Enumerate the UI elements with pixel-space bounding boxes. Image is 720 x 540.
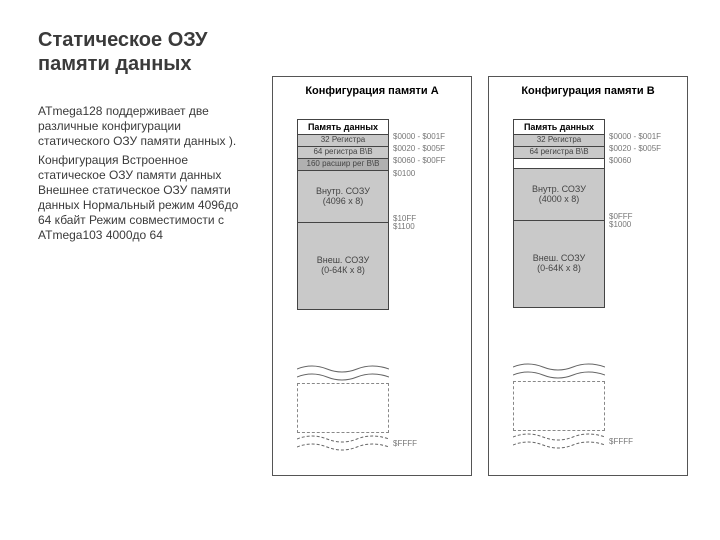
panel-a-title: Конфигурация памяти A (273, 85, 471, 97)
memory-block (513, 158, 605, 168)
panel-b: Конфигурация памяти B Память данных 32 Р… (488, 76, 688, 476)
memory-block: Внеш. СОЗУ (0-64К x 8) (513, 220, 605, 308)
memory-addr: $0060 - $00FF (393, 156, 445, 165)
memory-addr: $0020 - $005F (609, 144, 661, 153)
panel-a-ffff: $FFFF (393, 439, 417, 448)
page-title: Статическое ОЗУ памяти данных (38, 28, 258, 76)
panel-b-title: Конфигурация памяти B (489, 85, 687, 97)
memory-block: 32 Регистра (297, 134, 389, 146)
panel-a-sram-end: $10FF$1100 (393, 215, 416, 232)
title-line1: Статическое ОЗУ (38, 29, 207, 51)
panel-b-memcol: Память данных 32 Регистра64 регистра В\В… (513, 119, 605, 308)
diagram-container: Конфигурация памяти A Память данных 32 Р… (272, 76, 688, 476)
memory-addr: $0100 (393, 169, 415, 178)
memory-block: 32 Регистра (513, 134, 605, 146)
body-p2: Конфигурация Встроенное статическое ОЗУ … (38, 153, 253, 243)
panel-b-ffff: $FFFF (609, 437, 633, 446)
panel-b-memheader: Память данных (513, 119, 605, 134)
memory-block: Внутр. СОЗУ (4000 x 8) (513, 168, 605, 220)
panel-b-dashed (513, 381, 605, 431)
memory-block: 64 регистра В\В (513, 146, 605, 158)
panel-b-sram-end: $0FFF$1000 (609, 213, 633, 230)
panel-b-torn1 (513, 361, 605, 381)
memory-block: 64 регистра В\В (297, 146, 389, 158)
panel-a-dashed (297, 383, 389, 433)
memory-block: Внутр. СОЗУ (4096 x 8) (297, 170, 389, 222)
panel-a-memheader: Память данных (297, 119, 389, 134)
memory-addr: $0020 - $005F (393, 144, 445, 153)
title-line2: памяти данных (38, 53, 192, 75)
panel-b-torn2 (513, 431, 605, 451)
panel-a: Конфигурация памяти A Память данных 32 Р… (272, 76, 472, 476)
body-p1: ATmega128 поддерживает две различные кон… (38, 104, 253, 149)
body-text: ATmega128 поддерживает две различные кон… (38, 104, 253, 243)
panel-a-memcol: Память данных 32 Регистра64 регистра В\В… (297, 119, 389, 310)
memory-addr: $0060 (609, 156, 631, 165)
slide: Статическое ОЗУ памяти данных ATmega128 … (0, 0, 720, 540)
memory-addr: $0000 - $001F (393, 132, 445, 141)
memory-addr: $0000 - $001F (609, 132, 661, 141)
panel-a-torn2 (297, 433, 389, 453)
memory-block: 160 расшир рег В\В (297, 158, 389, 170)
memory-block: Внеш. СОЗУ (0-64К x 8) (297, 222, 389, 310)
panel-a-torn1 (297, 363, 389, 383)
